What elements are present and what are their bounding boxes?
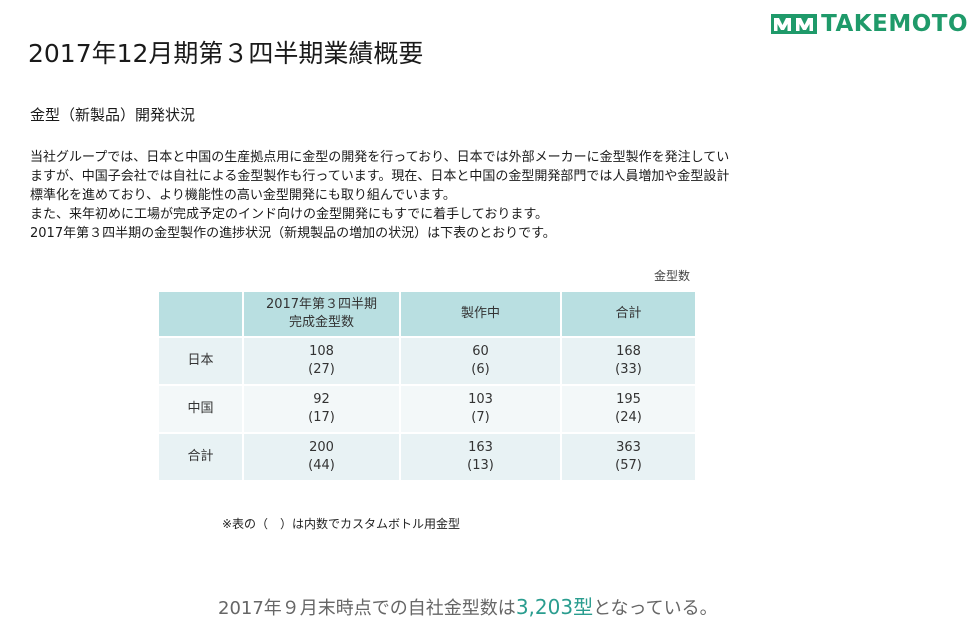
table-unit-label: 金型数 [653, 269, 690, 283]
cell-value: 363 [616, 440, 641, 455]
table-cell: 168 (33) [560, 336, 697, 386]
body-line: 当社グループでは、日本と中国の生産拠点用に金型の開発を行っており、日本では外部メ… [30, 150, 730, 165]
header-cell-total: 合計 [560, 290, 697, 338]
summary-highlight-value: 3,203型 [515, 595, 594, 619]
cell-value: 195 [616, 392, 641, 407]
table-row: 日本 108 (27) 60 (6) 168 (33) [157, 336, 697, 386]
table-footnote: ※表の（ ）は内数でカスタムボトル用金型 [222, 517, 461, 531]
logo-wordmark: TAKEMOTO [821, 11, 968, 37]
cell-subvalue: (17) [308, 410, 335, 425]
body-line: また、来年初めに工場が完成予定のインド向けの金型開発にもすでに着手しております。 [30, 207, 549, 222]
header-completed-line2: 完成金型数 [288, 315, 354, 330]
table-row: 中国 92 (17) 103 (7) 195 (24) [157, 384, 697, 434]
takemoto-logo-mark-icon [771, 14, 818, 34]
body-line: 2017年第３四半期の金型製作の進捗状況（新規製品の増加の状況）は下表のとおりで… [30, 226, 556, 241]
table-cell: 163 (13) [399, 432, 562, 482]
cell-value: 163 [468, 440, 493, 455]
cell-subvalue: (27) [308, 362, 335, 377]
summary-statement: 2017年９月末時点での自社金型数は3,203型となっている。 [218, 591, 718, 620]
cell-value: 103 [468, 392, 493, 407]
row-label: 日本 [157, 336, 244, 386]
page-title: 2017年12月期第３四半期業績概要 [28, 39, 424, 68]
cell-value: 168 [616, 344, 641, 359]
cell-value: 92 [313, 392, 330, 407]
table-cell: 363 (57) [560, 432, 697, 482]
body-text: 当社グループでは、日本と中国の生産拠点用に金型の開発を行っており、日本では外部メ… [30, 148, 930, 243]
body-line: 標準化を進めており、より機能性の高い金型開発にも取り組んでいます。 [30, 188, 456, 203]
cell-subvalue: (24) [615, 410, 642, 425]
body-line: ますが、中国子会社では自社による金型製作も行っています。現在、日本と中国の金型開… [30, 169, 730, 184]
cell-subvalue: (33) [615, 362, 642, 377]
header-cell-completed: 2017年第３四半期 完成金型数 [242, 290, 401, 338]
section-heading: 金型（新製品）開発状況 [30, 106, 196, 124]
company-logo: TAKEMOTO [771, 12, 968, 36]
summary-suffix: となっている。 [593, 598, 718, 619]
table-cell: 60 (6) [399, 336, 562, 386]
cell-value: 108 [309, 344, 334, 359]
table-cell: 195 (24) [560, 384, 697, 434]
cell-subvalue: (6) [471, 362, 490, 377]
table-cell: 108 (27) [242, 336, 401, 386]
header-completed-line1: 2017年第３四半期 [265, 297, 378, 312]
row-label: 合計 [157, 432, 244, 482]
cell-subvalue: (13) [467, 458, 494, 473]
table-cell: 200 (44) [242, 432, 401, 482]
cell-value: 60 [472, 344, 489, 359]
cell-subvalue: (57) [615, 458, 642, 473]
cell-subvalue: (44) [308, 458, 335, 473]
header-cell-in-progress: 製作中 [399, 290, 562, 338]
summary-prefix: 2017年９月末時点での自社金型数は [218, 598, 516, 619]
header-cell-empty [157, 290, 244, 338]
table-row: 合計 200 (44) 163 (13) 363 (57) [157, 432, 697, 482]
mold-progress-table: 2017年第３四半期 完成金型数 製作中 合計 日本 108 (27) 60 (… [157, 290, 697, 482]
cell-value: 200 [309, 440, 334, 455]
table-cell: 92 (17) [242, 384, 401, 434]
table-header-row: 2017年第３四半期 完成金型数 製作中 合計 [157, 290, 697, 338]
cell-subvalue: (7) [471, 410, 490, 425]
row-label: 中国 [157, 384, 244, 434]
table-cell: 103 (7) [399, 384, 562, 434]
